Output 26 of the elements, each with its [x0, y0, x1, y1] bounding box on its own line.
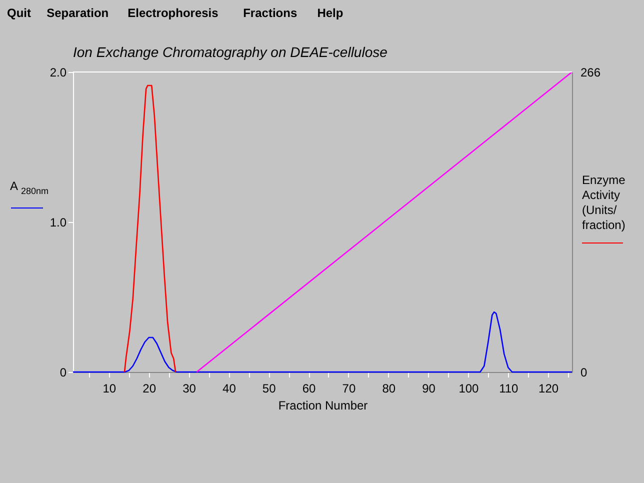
x-tick-label: 80 — [382, 382, 396, 396]
y-tick-label: 1.0 — [50, 216, 67, 230]
x-axis-title: Fraction Number — [278, 398, 368, 412]
y-tick-label: 2.0 — [50, 66, 67, 80]
line-series — [124, 84, 176, 373]
x-tick-label: 20 — [142, 382, 156, 396]
y2-axis-title: Enzyme Activity (Units/ fraction) — [582, 173, 626, 232]
y2-tick-label: 266 — [580, 66, 601, 80]
x-tick-label: 120 — [538, 382, 559, 396]
chart-title: Ion Exchange Chromatography on DEAE-cellulose — [73, 44, 388, 60]
x-tick-label: 40 — [222, 382, 236, 396]
text: Fractions — [243, 6, 298, 20]
text: Electrophoresis — [128, 6, 219, 20]
text: Separation — [46, 6, 109, 20]
x-tick-label: 100 — [458, 382, 480, 396]
x-tick-label: 50 — [262, 382, 276, 396]
y2-tick-label: 0 — [580, 366, 588, 380]
x-tick-label: 30 — [182, 382, 196, 396]
y-tick-label: 0 — [60, 366, 67, 380]
x-tick-label: 10 — [102, 382, 116, 396]
text: Help — [317, 6, 344, 20]
text: Quit — [7, 6, 31, 20]
x-tick-label: 70 — [342, 382, 356, 396]
x-tick-label: 90 — [422, 382, 436, 396]
x-tick-label: 60 — [302, 382, 316, 396]
x-tick-label: 110 — [499, 382, 519, 396]
